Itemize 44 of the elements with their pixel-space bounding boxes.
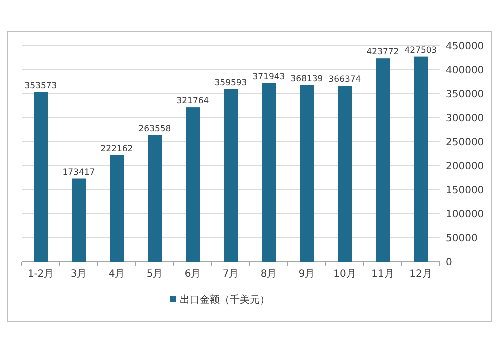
data-label: 263558	[138, 124, 172, 134]
bar	[110, 155, 124, 262]
y-tick-label: 350000	[446, 90, 484, 100]
y-tick-label: 250000	[446, 138, 484, 148]
data-label: 321764	[176, 96, 210, 107]
y-tick-label: 400000	[446, 66, 484, 76]
bar	[34, 92, 48, 262]
bar	[338, 86, 352, 262]
y-tick-label: 200000	[446, 162, 484, 172]
bar	[186, 108, 200, 262]
data-label: 368139	[290, 74, 324, 84]
y-tick-label: 100000	[446, 210, 484, 220]
y-tick-label: 50000	[446, 234, 478, 244]
bar	[148, 135, 162, 262]
data-label: 371943	[252, 72, 286, 82]
bar	[224, 89, 238, 262]
legend-label: 出口金额（千美元）	[180, 294, 270, 306]
bar	[414, 56, 428, 262]
x-tick-label: 8月	[260, 269, 278, 280]
data-label: 427503	[404, 46, 438, 56]
bar	[300, 85, 314, 262]
data-label: 366374	[328, 75, 362, 86]
x-tick-label: 12月	[410, 269, 432, 280]
x-tick-label: 3月	[70, 269, 88, 280]
data-label: 359593	[214, 78, 248, 88]
data-label: 173417	[62, 168, 96, 178]
y-tick-label: 0	[446, 258, 452, 268]
data-label: 423772	[366, 48, 400, 58]
x-tick-label: 11月	[372, 269, 394, 280]
bar	[72, 178, 86, 262]
x-tick-label: 10月	[334, 269, 356, 280]
y-tick-label: 300000	[446, 114, 484, 124]
data-label: 353573	[24, 81, 58, 92]
x-tick-label: 6月	[184, 269, 202, 280]
x-tick-label: 9月	[298, 269, 316, 280]
x-tick-label: 5月	[146, 269, 164, 280]
x-tick-label: 1-2月	[28, 269, 54, 280]
y-tick-label: 450000	[446, 42, 484, 52]
bar	[262, 83, 276, 262]
y-tick-label: 150000	[446, 186, 484, 196]
x-tick-label: 7月	[222, 269, 240, 280]
x-tick-label: 4月	[108, 269, 126, 280]
bar	[376, 58, 390, 262]
data-label: 222162	[100, 144, 134, 154]
